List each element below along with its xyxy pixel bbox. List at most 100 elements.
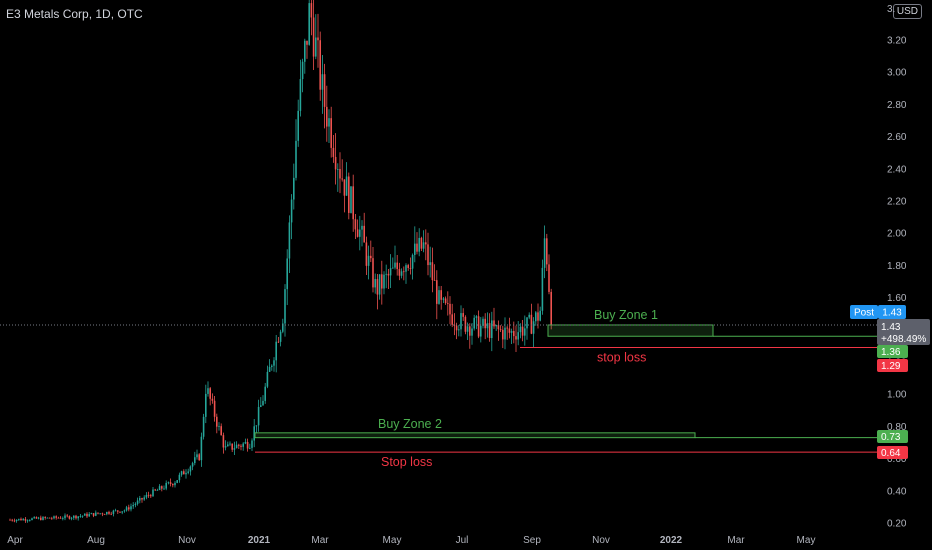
candle-body [484,318,486,329]
candle-body [359,229,361,237]
candle-body [400,271,403,276]
y-tick-label: 0.80 [887,422,907,433]
candle-body [191,463,194,467]
candle-body [235,444,238,449]
candle-body [132,505,134,507]
candle-body [176,480,178,483]
stop-loss-1-label: stop loss [597,351,646,365]
candle-body [121,511,123,513]
candle-body [172,483,174,486]
x-tick-label: Nov [178,535,196,546]
candle-body [156,490,159,491]
candle-body [304,40,306,62]
candle-body [290,199,293,223]
last-price-value: 1.43 [881,322,901,333]
candle-body [95,512,97,516]
candle-body [264,386,266,401]
candle-body [277,341,280,343]
candle-body [535,312,537,322]
candle-body [284,289,286,324]
candle-body [57,517,60,519]
candle-body [295,140,297,178]
candle-body [75,515,77,519]
stop-1-badge-value: 1.29 [881,361,901,372]
candle-body [79,516,82,517]
x-tick-label: Mar [727,535,745,546]
candle-body [348,176,350,213]
candle-body [55,516,57,518]
candle-body [436,280,438,304]
candle-body [46,517,49,519]
candle-body [222,435,225,448]
candle-body [345,176,348,196]
candle-body [440,290,442,300]
candle-body [29,520,31,521]
candle-body [125,507,128,511]
x-tick-label: Apr [7,535,23,546]
annotations-layer: Buy Zone 1 stop loss Buy Zone 2 Stop los… [0,308,877,469]
candle-body [44,517,46,518]
candle-body [112,510,115,514]
y-tick-label: 2.20 [887,197,907,208]
candle-body [90,513,93,515]
candle-body [477,316,480,337]
candles-layer [9,0,552,523]
candle-body [422,242,425,249]
candle-body [26,520,29,522]
candle-body [145,494,148,498]
y-tick-label: 3.20 [887,36,907,47]
candle-body [183,471,185,475]
candle-body [139,498,141,501]
stop-2-badge-value: 0.64 [881,448,901,459]
post-price-badge [878,305,906,319]
candle-body [403,271,405,273]
candle-body [150,495,152,497]
candle-body [282,323,284,332]
candle-body [62,518,64,519]
candle-body [249,447,251,449]
candle-body [81,515,84,517]
candle-body [20,518,22,521]
candle-body [482,318,484,326]
candle-body [367,255,370,266]
candle-body [271,365,273,367]
candle-body [9,519,11,521]
candle-body [128,507,130,510]
candle-body [229,443,231,445]
zone-1-badge [877,345,908,358]
candle-body [392,267,394,269]
candle-body [328,118,330,127]
candle-body [22,519,24,521]
currency-button[interactable]: USD [892,4,922,19]
candle-body [513,331,515,337]
candle-body [378,274,381,295]
candle-body [396,262,398,270]
candle-body [147,494,150,496]
x-axis: Apr Aug Nov 2021 Mar May Jul Sep Nov 2022 Mar May [7,535,815,546]
candle-body [407,265,409,268]
candle-body [218,426,220,427]
candle-body [88,514,90,517]
candle-body [35,517,38,519]
candle-body [521,326,524,336]
y-tick-label: 2.80 [887,100,907,111]
candle-body [502,329,504,340]
candle-body [15,519,18,522]
candle-body [178,474,181,481]
candle-body [211,398,214,401]
candle-body [387,273,390,276]
candle-body [394,262,396,268]
candle-body [530,314,533,334]
candle-body [123,510,126,512]
candle-body [143,497,145,500]
candle-body [108,511,110,514]
candle-body [202,416,205,437]
y-tick-label: 0.60 [887,454,907,465]
candle-body [526,317,528,329]
candle-body [141,498,143,500]
candle-body [418,237,420,252]
candle-body [411,254,414,269]
candle-body [416,243,418,252]
candle-body [253,426,255,441]
